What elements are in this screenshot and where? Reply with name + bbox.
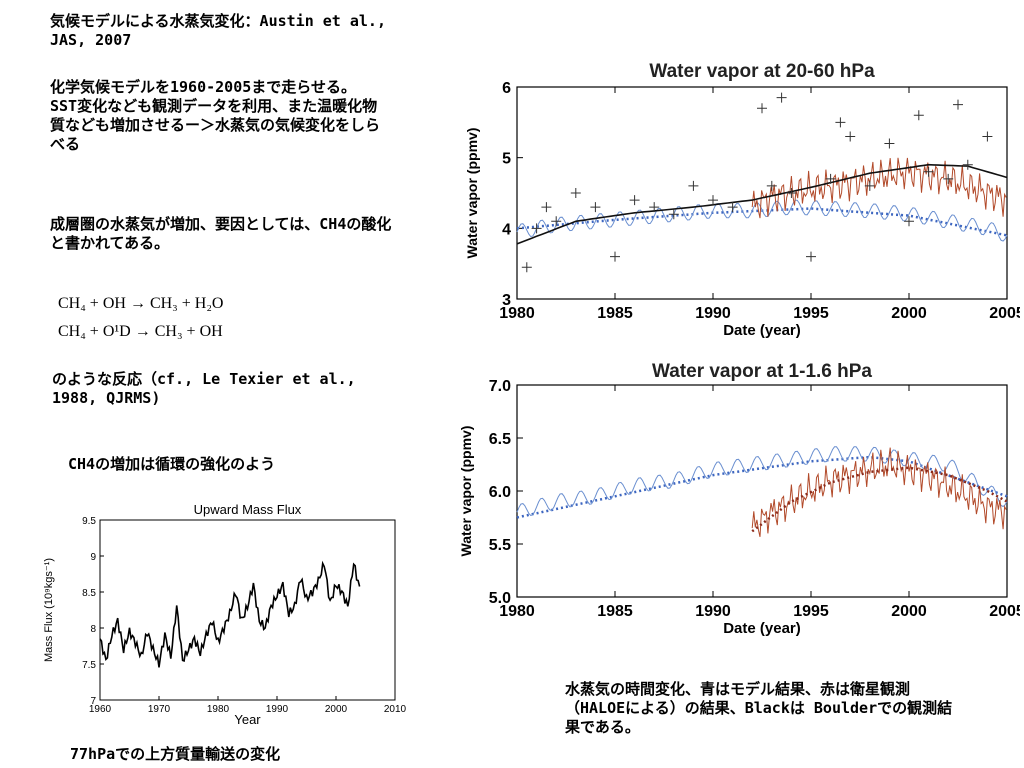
boulder-observation-point: [551, 216, 562, 227]
x-tick-label: 1985: [597, 603, 633, 620]
y-tick-label: 7.5: [82, 660, 96, 671]
x-tick-label: 1980: [499, 305, 535, 322]
boulder-observation-point: [708, 195, 718, 206]
boulder-observation-point: [953, 99, 963, 110]
flux-caption: 77hPaでの上方質量輸送の変化: [70, 745, 281, 763]
x-tick-label: 2000: [891, 305, 927, 322]
x-tick-label: 1995: [793, 305, 829, 322]
boulder-observation-point: [982, 131, 993, 142]
boulder-observation-point: [688, 180, 699, 191]
water-vapor-20-60hpa-chart: Water vapor at 20-60 hPa 1980 1985 1990 1995…: [464, 61, 1020, 339]
haloe-fit-dotted-line: [751, 466, 1008, 533]
boulder-observation-point: [904, 216, 914, 227]
y-axis-label: Water vapor (ppmv): [464, 128, 480, 259]
boulder-observation-point: [629, 195, 640, 206]
x-tick-label: 2005: [989, 305, 1020, 322]
boulder-observation-point: [962, 159, 973, 170]
boulder-observation-point: [668, 209, 679, 220]
boulder-observation-point: [913, 110, 924, 121]
boulder-observation-point: [727, 202, 738, 213]
model-result-line: [516, 446, 1008, 517]
description: 化学気候モデルを1960-2005まで走らせる。SST変化なども観測データを利用…: [50, 78, 381, 153]
y-tick-label: 5.0: [489, 590, 511, 607]
chart-title: Upward Mass Flux: [194, 502, 302, 517]
x-tick-label: 2000: [325, 704, 348, 715]
model-result-line: [516, 199, 1008, 242]
plot-frame: [99, 519, 396, 701]
y-tick-label: 8.5: [82, 588, 96, 599]
mass-flux-line: [99, 560, 361, 668]
x-tick-label: 1990: [695, 305, 731, 322]
model-mean-dotted-line: [516, 455, 1008, 519]
model-mean-dotted-line: [516, 207, 1008, 237]
water-vapor-increase-note: 成層圏の水蒸気が増加、要因としては、CH4の酸化と書かれてある。: [50, 215, 392, 252]
x-tick-label: 1990: [266, 704, 289, 715]
boulder-observation-point: [776, 92, 787, 103]
boulder-observation-point: [521, 262, 532, 273]
y-tick-label: 3: [502, 292, 511, 309]
boulder-observation-point: [649, 202, 660, 213]
chart-title: Water vapor at 20-60 hPa: [649, 61, 875, 82]
y-tick-label: 6: [502, 80, 511, 97]
x-tick-label: 1970: [148, 704, 171, 715]
boulder-observation-point: [610, 251, 620, 262]
boulder-observation-point: [884, 138, 895, 149]
y-tick-label: 7.0: [489, 378, 511, 395]
series-group: [516, 92, 1008, 273]
y-tick-label: 9: [90, 552, 96, 563]
x-tick-label: 2005: [989, 603, 1020, 620]
x-tick-label: 1980: [207, 704, 230, 715]
reaction-equation-1: CH₄ + OH → CH₃ + H₂O: [58, 295, 224, 312]
x-tick-label: 1980: [499, 603, 535, 620]
boulder-observation-point: [943, 173, 954, 184]
upward-mass-flux-chart: Upward Mass Flux 1960 1970 1980 1990 2000 2010…: [43, 502, 407, 727]
plot-frame: [516, 86, 1008, 300]
y-tick-label: 8: [90, 624, 96, 635]
heading: 気候モデルによる水蒸気変化：Austin et al., JAS, 2007: [50, 12, 396, 49]
x-tick-label: 1960: [89, 704, 112, 715]
ch4-circulation-note: CH4の増加は循環の強化のよう: [68, 455, 276, 473]
x-tick-label: 2010: [384, 704, 407, 715]
water-vapor-1-1.6hpa-chart: Water vapor at 1-1.6 hPa 1980 1985 1990 1995…: [458, 361, 1020, 637]
boulder-observation-point: [590, 202, 601, 213]
boulder-observation-point: [923, 166, 934, 177]
series-group: [516, 446, 1008, 538]
y-tick-label: 7: [90, 696, 96, 707]
boulder-observation-point: [531, 223, 542, 234]
y-axis-label: Mass Flux (10⁹kgs⁻¹): [43, 558, 55, 662]
x-axis-label: Year: [234, 712, 261, 727]
haloe-observation-line: [751, 157, 1007, 219]
y-tick-label: 5.5: [489, 537, 511, 554]
y-tick-label: 4: [502, 221, 511, 238]
boulder-observation-point: [835, 117, 846, 128]
plot-frame: [516, 384, 1008, 598]
boulder-observation-point: [825, 173, 836, 184]
x-tick-label: 1985: [597, 305, 633, 322]
y-tick-label: 5: [502, 151, 511, 168]
reaction-equation-2: CH₄ + O¹D → CH₃ + OH: [58, 323, 223, 340]
boulder-observation-point: [806, 251, 816, 262]
y-tick-label: 9.5: [82, 516, 96, 527]
boulder-observation-point: [766, 180, 777, 191]
x-tick-label: 1990: [695, 603, 731, 620]
x-tick-label: 2000: [891, 603, 927, 620]
x-axis-label: Date (year): [723, 322, 801, 339]
boulder-observation-point: [845, 131, 856, 142]
x-tick-label: 1995: [793, 603, 829, 620]
reaction-reference: のような反応（cf., Le Texier et al., 1988, QJRM…: [52, 370, 365, 407]
haloe-observation-line: [751, 447, 1007, 538]
boulder-observation-point: [757, 103, 767, 114]
chart-title: Water vapor at 1-1.6 hPa: [652, 361, 872, 382]
y-tick-label: 6.0: [489, 484, 511, 501]
x-axis-label: Date (year): [723, 620, 801, 637]
boulder-observation-point: [541, 202, 552, 213]
boulder-fit-line: [516, 163, 1008, 245]
y-tick-label: 6.5: [489, 431, 511, 448]
water-vapor-caption: 水蒸気の時間変化、青はモデル結果、赤は衛星観測（HALOEによる）の結果、Bla…: [565, 680, 953, 736]
boulder-observation-point: [570, 188, 581, 198]
boulder-observation-point: [786, 188, 797, 198]
y-axis-label: Water vapor (ppmv): [458, 426, 474, 557]
boulder-observation-point: [864, 180, 875, 191]
